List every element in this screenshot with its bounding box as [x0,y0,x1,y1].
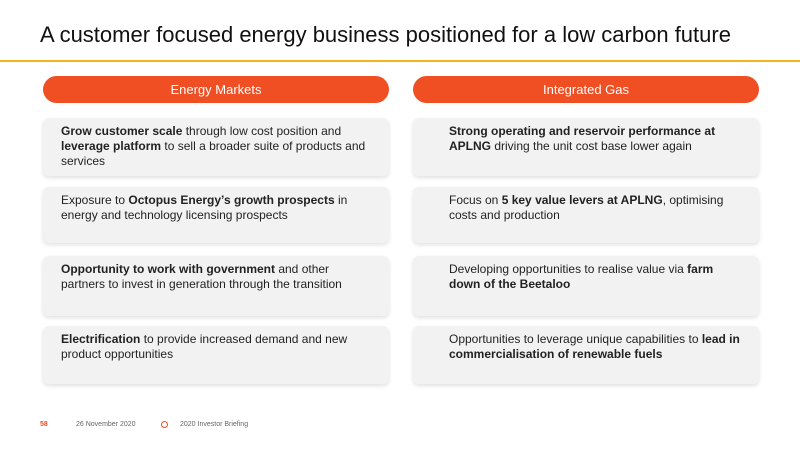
card-text: Exposure to [61,193,129,207]
card-text: driving the unit cost base lower again [491,139,692,153]
energy-markets-card-1: Grow customer scale through low cost pos… [43,118,389,176]
circle-icon [161,421,168,428]
card-text: to sell a broader suite of products and … [61,139,366,168]
card-text: through low cost position and [182,124,342,138]
energy-markets-card-3: Opportunity to work with government and … [43,256,389,316]
energy-markets-card-4: Electrification to provide increased dem… [43,326,389,384]
footer-date: 26 November 2020 [76,421,136,428]
card-text-bold: Grow customer scale [61,124,183,138]
card-text-bold: farm down of the Beetaloo [449,262,714,291]
card-text-bold: Electrification [61,332,141,346]
integrated-gas-card-1: Strong operating and reservoir performan… [413,118,759,176]
integrated-gas-header: Integrated Gas [413,76,759,103]
energy-markets-header: Energy Markets [43,76,389,103]
energy-markets-card-2: Exposure to Octopus Energy’s growth pros… [43,187,389,243]
page-number: 58 [40,421,48,428]
footer-event: 2020 Investor Briefing [180,421,249,428]
card-text: , optimising costs and production [449,193,724,222]
card-text-bold: lead in commercialisation of renewable f… [449,332,740,361]
card-text: to provide increased demand and new prod… [61,332,348,361]
page-title: A customer focused energy business posit… [40,22,731,47]
card-text: Developing opportunities to realise valu… [449,262,688,276]
integrated-gas-card-2: Focus on 5 key value levers at APLNG, op… [413,187,759,243]
card-text: in energy and technology licensing prosp… [61,193,348,222]
integrated-gas-card-4: Opportunities to leverage unique capabil… [413,326,759,384]
card-text-bold: leverage platform [61,139,162,153]
card-text-bold: Opportunity to work with government [61,262,275,276]
card-text: and other partners to invest in generati… [61,262,342,291]
title-divider [0,60,800,62]
card-text-bold: Octopus Energy’s growth prospects [128,193,335,207]
card-text: Opportunities to leverage unique capabil… [449,332,702,346]
card-text-bold: 5 key value levers at APLNG [501,193,663,207]
card-text: Focus on [449,193,502,207]
card-text-bold: Strong operating and reservoir performan… [449,124,716,153]
integrated-gas-card-3: Developing opportunities to realise valu… [413,256,759,316]
